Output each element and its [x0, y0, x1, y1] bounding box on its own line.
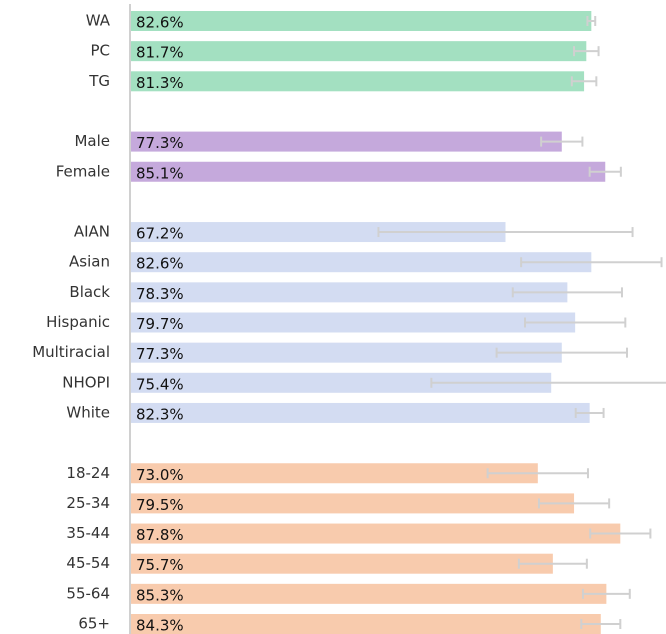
category-label: TG: [88, 72, 110, 90]
bar: [131, 161, 606, 182]
value-label: 85.1%: [136, 164, 184, 182]
category-label: 35-44: [66, 524, 110, 542]
bar: [131, 523, 621, 544]
value-label: 67.2%: [136, 225, 184, 243]
category-label: Multiracial: [32, 343, 110, 361]
value-label: 75.7%: [136, 556, 184, 574]
value-label: 82.6%: [136, 14, 184, 32]
value-label: 85.3%: [136, 586, 184, 604]
value-label: 82.6%: [136, 255, 184, 273]
bar: [131, 553, 553, 574]
category-label: 25-34: [66, 494, 110, 512]
bar: [131, 312, 576, 333]
bar: [131, 41, 587, 62]
bar: [131, 131, 562, 152]
bar: [131, 493, 575, 514]
bar: [131, 222, 506, 243]
category-label: 45-54: [66, 554, 110, 572]
bar: [131, 614, 601, 634]
value-label: 79.5%: [136, 496, 184, 514]
value-label: 87.8%: [136, 526, 184, 544]
bar: [131, 252, 592, 273]
value-label: 79.7%: [136, 315, 184, 333]
category-label: 18-24: [66, 464, 110, 482]
bar: [131, 71, 585, 92]
value-label: 81.3%: [136, 74, 184, 92]
bar: [131, 342, 562, 363]
category-label: Asian: [69, 253, 110, 271]
value-label: 75.4%: [136, 375, 184, 393]
value-label: 73.0%: [136, 466, 184, 484]
bar: [131, 583, 607, 604]
category-label: Black: [69, 283, 110, 301]
category-label: Male: [74, 132, 110, 150]
bar: [131, 282, 568, 303]
bar: [131, 372, 552, 393]
bar: [131, 402, 590, 423]
category-label: NHOPI: [62, 373, 110, 391]
category-label: PC: [90, 42, 110, 60]
value-label: 84.3%: [136, 617, 184, 634]
category-label: Hispanic: [46, 313, 110, 331]
category-label: AIAN: [74, 223, 110, 241]
category-label: 55-64: [66, 584, 110, 602]
value-label: 77.3%: [136, 345, 184, 363]
category-label: White: [66, 403, 110, 421]
value-label: 78.3%: [136, 285, 184, 303]
value-label: 77.3%: [136, 134, 184, 152]
bar: [131, 11, 592, 31]
category-label: 65+: [78, 615, 110, 633]
value-label: 81.7%: [136, 44, 184, 62]
value-label: 82.3%: [136, 405, 184, 423]
bar: [131, 463, 538, 484]
category-label: Female: [56, 162, 110, 180]
category-label: WA: [86, 12, 111, 30]
